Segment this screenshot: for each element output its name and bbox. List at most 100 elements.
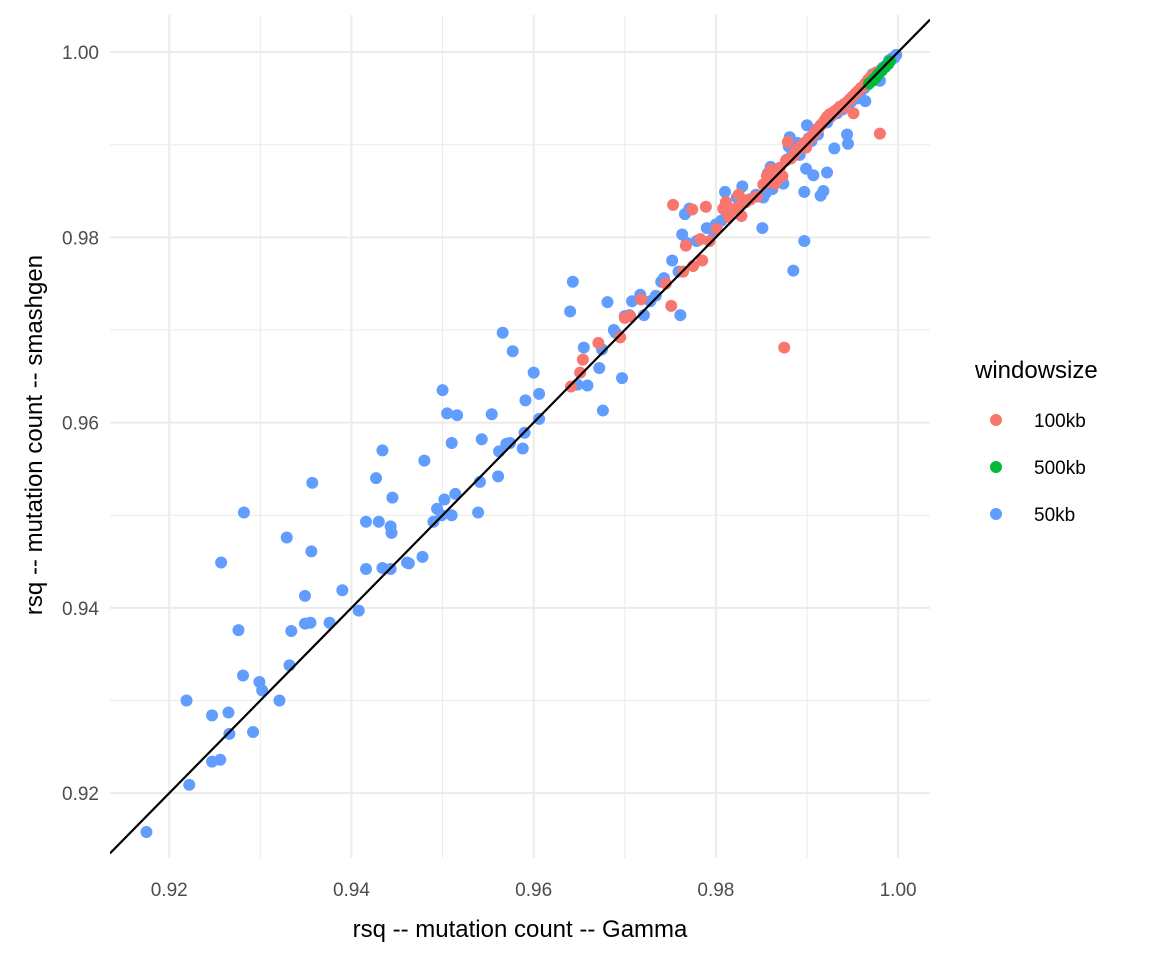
point-50kb: [496, 326, 509, 339]
legend-title: windowsize: [974, 357, 1098, 384]
point-50kb: [601, 296, 614, 309]
point-50kb: [666, 254, 679, 267]
point-50kb: [564, 305, 577, 318]
point-50kb: [841, 128, 854, 141]
point-100kb: [778, 341, 791, 354]
legend-key-100kb: [990, 414, 1002, 426]
point-50kb: [285, 625, 298, 638]
point-50kb: [237, 669, 250, 682]
point-50kb: [798, 185, 811, 198]
point-50kb: [372, 515, 385, 528]
point-100kb: [703, 235, 716, 248]
point-50kb: [441, 407, 454, 420]
point-100kb: [592, 336, 605, 349]
point-50kb: [232, 624, 245, 637]
point-50kb: [566, 275, 579, 288]
y-tick-label: 1.00: [62, 43, 99, 64]
x-tick-label: 1.00: [880, 880, 917, 901]
point-50kb: [577, 341, 590, 354]
point-50kb: [485, 408, 498, 421]
legend-label-500kb: 500kb: [1034, 458, 1086, 479]
point-100kb: [679, 239, 692, 252]
point-50kb: [533, 387, 546, 400]
legend-label-50kb: 50kb: [1034, 505, 1075, 526]
point-100kb: [614, 331, 627, 344]
point-100kb: [847, 107, 860, 120]
point-100kb: [764, 163, 777, 176]
legend-item-500kb: 500kb: [990, 458, 1086, 479]
point-50kb: [298, 589, 311, 602]
point-50kb: [436, 384, 449, 397]
point-100kb: [694, 233, 707, 246]
point-100kb: [624, 310, 637, 323]
data-points: [140, 48, 903, 839]
point-50kb: [370, 472, 383, 485]
point-50kb: [445, 436, 458, 449]
point-50kb: [503, 436, 516, 449]
y-tick-label: 0.92: [62, 784, 99, 805]
point-50kb: [626, 295, 639, 308]
x-tick-label: 0.98: [697, 880, 734, 901]
point-50kb: [304, 616, 317, 629]
point-50kb: [418, 454, 431, 467]
point-100kb: [635, 293, 648, 306]
point-50kb: [223, 727, 236, 740]
x-tick-label: 0.94: [333, 880, 370, 901]
point-50kb: [859, 95, 872, 108]
point-50kb: [593, 361, 606, 374]
point-50kb: [527, 366, 540, 379]
point-50kb: [215, 556, 228, 569]
legend-key-50kb: [990, 508, 1002, 520]
legend-items: 100kb 500kb 50kb: [990, 411, 1086, 526]
point-50kb: [376, 444, 389, 457]
point-50kb: [506, 345, 519, 358]
point-50kb: [336, 584, 349, 597]
point-50kb: [817, 185, 830, 198]
point-100kb: [667, 198, 680, 211]
y-axis-ticks: 0.92 0.94 0.96 0.98 1.00: [62, 43, 99, 805]
point-100kb: [699, 200, 712, 213]
point-50kb: [842, 137, 854, 150]
point-50kb: [256, 684, 269, 697]
point-100kb: [696, 254, 709, 267]
point-100kb: [574, 366, 587, 379]
point-50kb: [649, 289, 662, 302]
point-50kb: [616, 372, 629, 385]
point-50kb: [674, 309, 687, 322]
point-50kb: [798, 235, 811, 248]
point-50kb: [273, 694, 286, 707]
point-50kb: [438, 493, 451, 506]
x-axis-ticks: 0.92 0.94 0.96 0.98 1.00: [151, 880, 917, 901]
point-50kb: [787, 264, 800, 277]
y-axis-title: rsq -- mutation count -- smashgen: [21, 255, 48, 615]
point-100kb: [665, 299, 678, 312]
point-50kb: [427, 515, 440, 528]
point-50kb: [206, 709, 219, 722]
point-50kb: [222, 706, 235, 719]
point-50kb: [533, 412, 546, 425]
point-100kb: [781, 135, 794, 148]
point-50kb: [596, 404, 609, 417]
series-50kb: [140, 48, 903, 839]
point-50kb: [360, 515, 373, 528]
legend: windowsize 100kb 500kb 50kb: [974, 357, 1098, 526]
point-50kb: [756, 222, 769, 235]
point-50kb: [807, 169, 820, 182]
point-50kb: [306, 476, 319, 489]
point-50kb: [352, 604, 365, 617]
y-tick-label: 0.96: [62, 414, 99, 435]
y-tick-label: 0.98: [62, 228, 99, 249]
series-100kb: [565, 66, 886, 393]
point-50kb: [449, 487, 462, 500]
identity-line: [110, 18, 930, 855]
point-50kb: [305, 545, 318, 558]
point-50kb: [180, 694, 193, 707]
point-50kb: [386, 491, 399, 504]
point-100kb: [686, 203, 699, 216]
legend-item-50kb: 50kb: [990, 505, 1075, 526]
point-50kb: [801, 119, 813, 132]
point-50kb: [140, 826, 153, 839]
point-50kb: [280, 531, 293, 544]
point-50kb: [475, 433, 488, 446]
